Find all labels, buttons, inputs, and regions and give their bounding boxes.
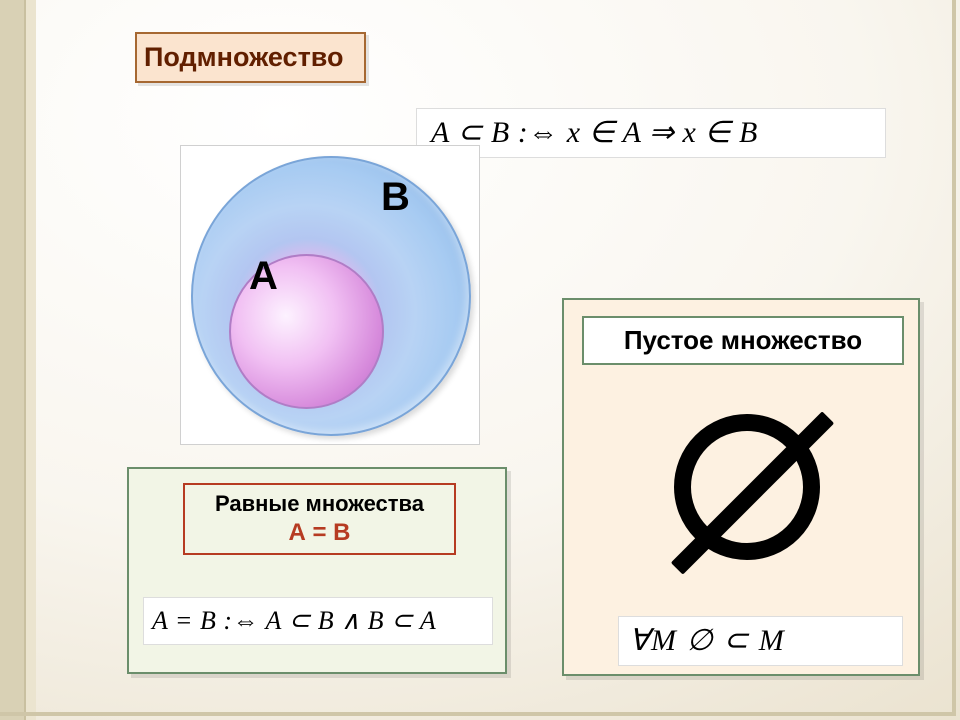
label-B: B [381,175,410,220]
equal-sets-panel: Равные множества А = В A = B :⇔ A ⊂ B ∧ … [127,467,507,674]
empty-formula-text: ∀M ∅ ⊂ M [629,624,785,657]
subset-title-text: Подмножество [144,42,344,72]
label-A: A [249,254,278,299]
empty-set-title: Пустое множество [624,325,862,355]
empty-set-panel: Пустое множество ∀M ∅ ⊂ M [562,298,920,676]
subset-title-box: Подмножество [135,32,366,83]
subset-definition-formula: A ⊂ B :⇔ x ∈ A ⇒ x ∈ B [416,108,886,158]
empty-set-symbol-icon [646,392,846,592]
venn-diagram: B A [180,145,480,445]
empty-set-formula: ∀M ∅ ⊂ M [618,616,903,666]
equal-sets-title: Равные множества [189,491,450,517]
equal-sets-formula: A = B :⇔ A ⊂ B ∧ B ⊂ A [143,597,493,645]
equal-sets-title-box: Равные множества А = В [183,483,456,555]
subset-formula-text: A ⊂ B :⇔ x ∈ A ⇒ x ∈ B [431,116,758,149]
empty-set-title-box: Пустое множество [582,316,904,365]
equal-formula-text: A = B :⇔ A ⊂ B ∧ B ⊂ A [152,606,436,635]
equal-sets-equation: А = В [189,519,450,547]
